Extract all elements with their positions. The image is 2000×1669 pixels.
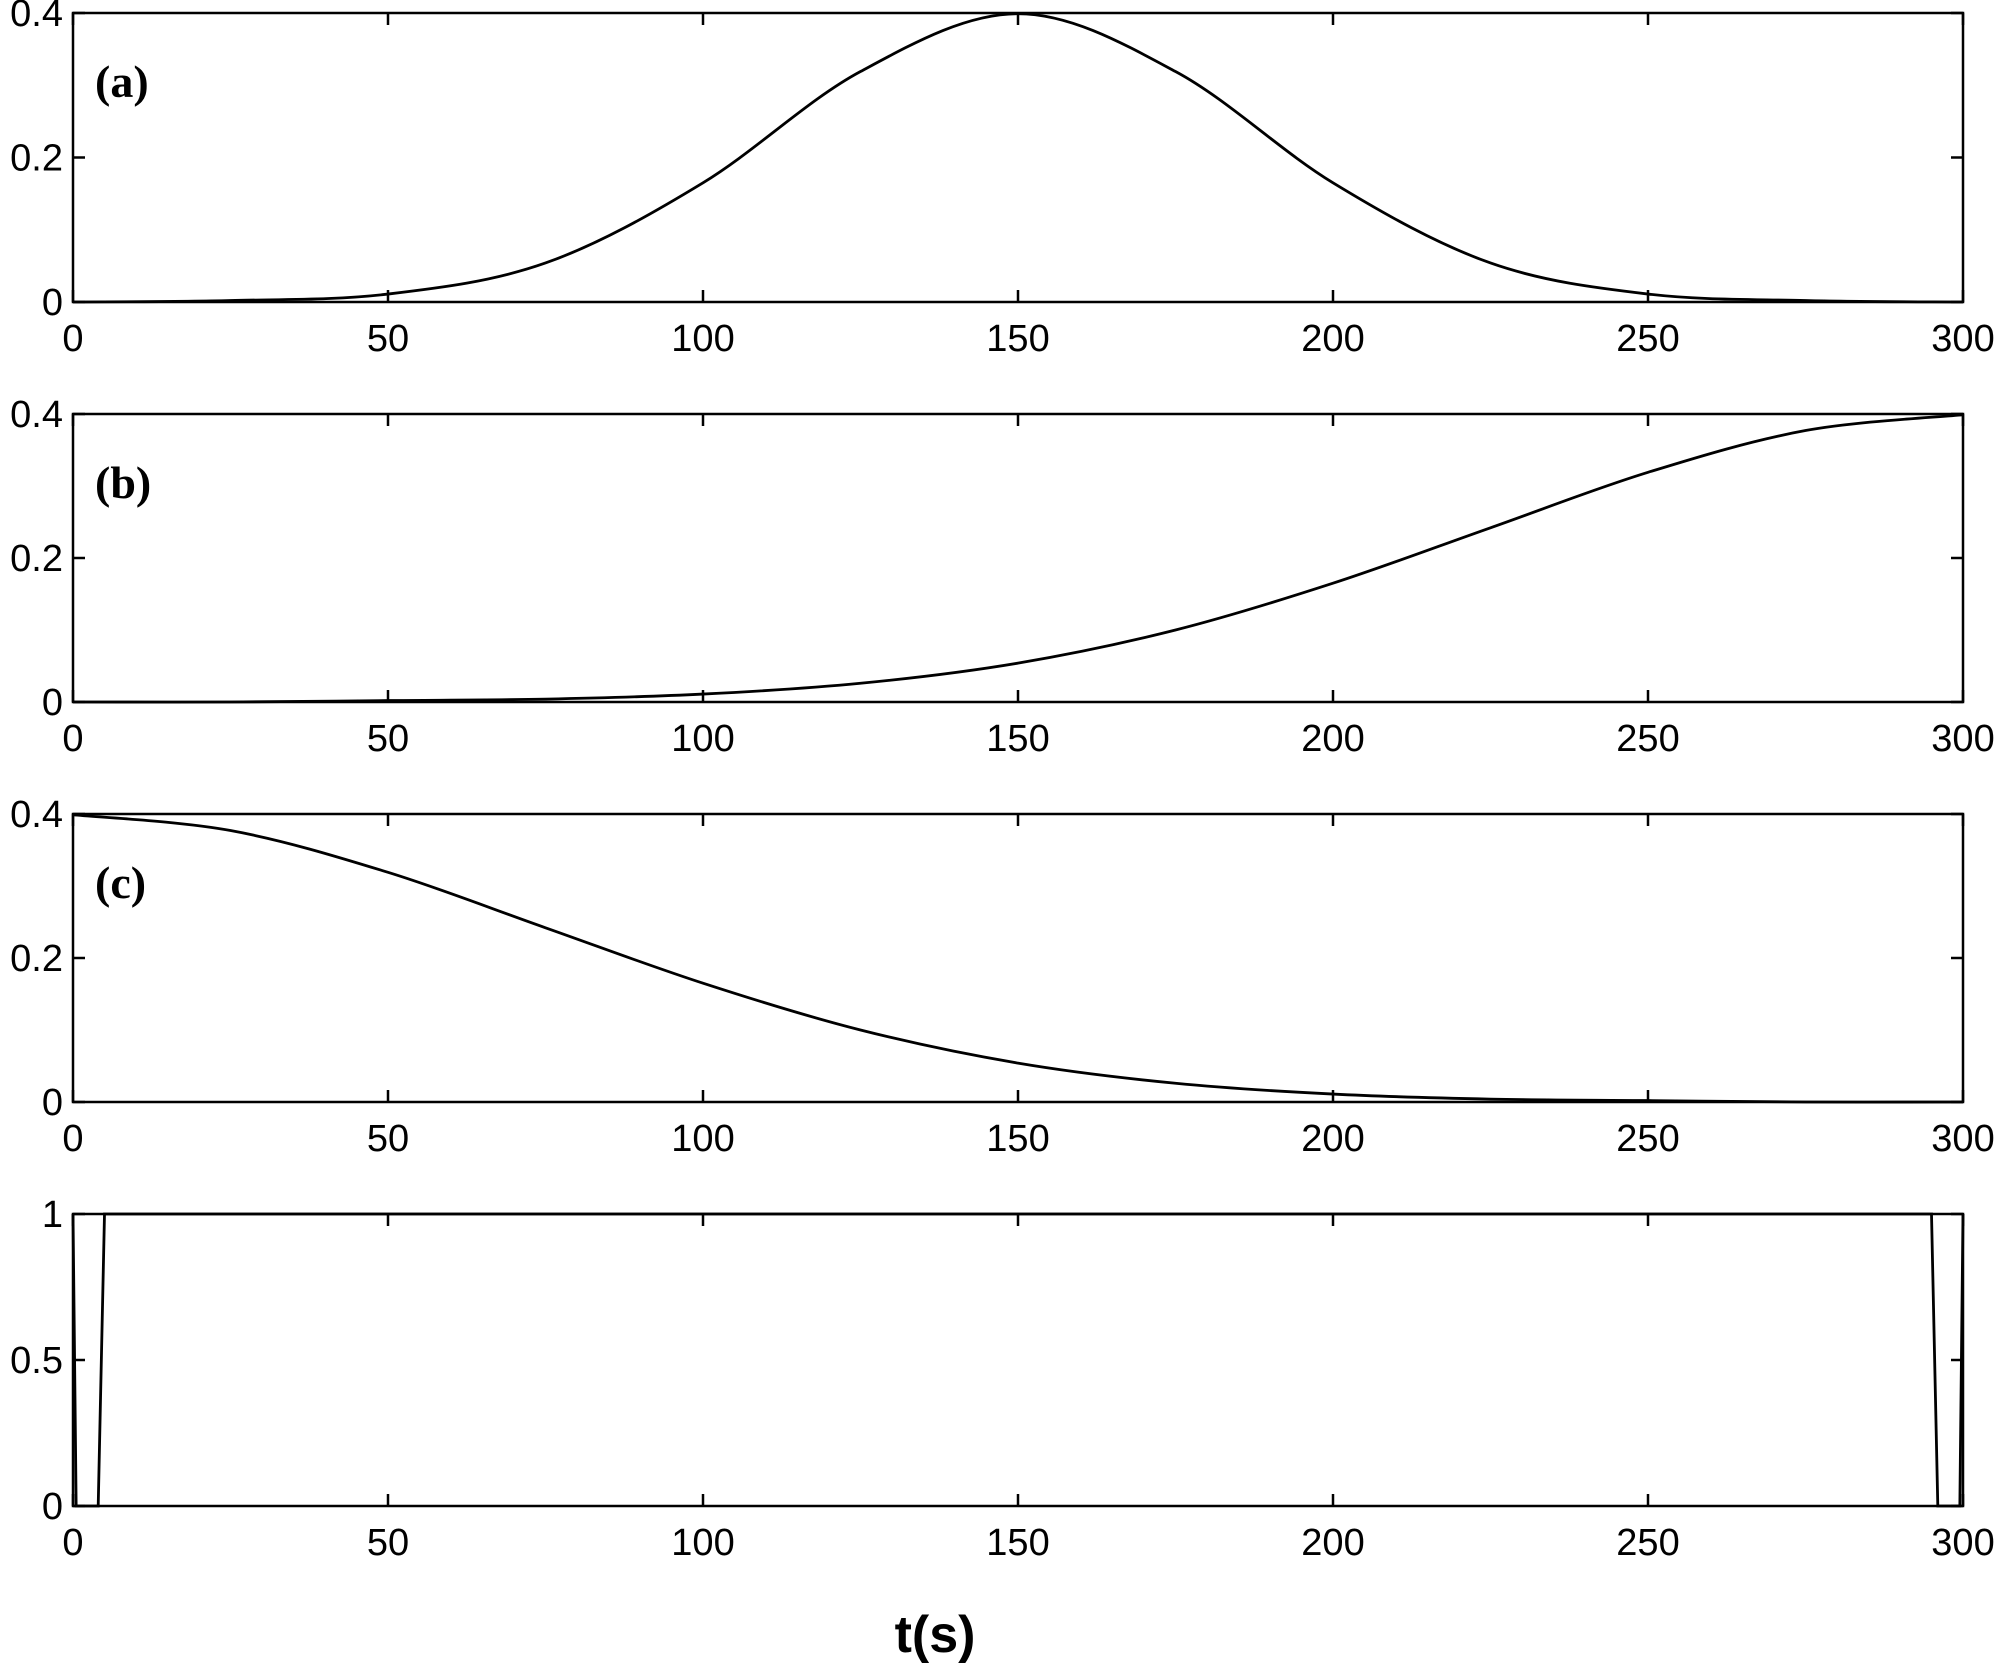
chart-panel-2: 0 50 100 150 200 250 300 0 0.2 0.4 (b) <box>10 394 1995 760</box>
x-tick-label: 150 <box>986 718 1049 760</box>
x-tick-label: 100 <box>671 718 734 760</box>
x-tick-label: 0 <box>62 1522 83 1564</box>
y-tick-label: 0 <box>42 1486 63 1528</box>
x-tick-label: 150 <box>986 1118 1049 1160</box>
x-tick-label: 200 <box>1301 1522 1364 1564</box>
plot-frame <box>71 812 1965 1104</box>
x-tick-label: 200 <box>1301 718 1364 760</box>
x-tick-label: 0 <box>62 318 83 360</box>
x-tick-label: 50 <box>367 718 409 760</box>
series-line <box>72 12 1964 304</box>
y-tick-label: 0.4 <box>10 0 63 35</box>
x-tick-label: 300 <box>1931 718 1994 760</box>
y-tick-label: 0.5 <box>10 1340 63 1382</box>
chart-panel-1: 0 50 100 150 200 250 300 0 0.2 0.4 (a) <box>10 0 1995 360</box>
x-tick-label: 50 <box>367 318 409 360</box>
y-tick-label: 1 <box>42 1194 63 1236</box>
x-tick-label: 0 <box>62 718 83 760</box>
x-tick-label: 100 <box>671 318 734 360</box>
y-tick-label: 0.4 <box>10 394 63 436</box>
chart-panel-4: 0 50 100 150 200 250 300 0 0.5 1 <box>10 1194 1995 1564</box>
plot-frame <box>71 412 1965 704</box>
plot-frame <box>71 1212 1965 1508</box>
x-tick-label: 50 <box>367 1522 409 1564</box>
x-tick-label: 0 <box>62 1118 83 1160</box>
y-tick-label: 0.2 <box>10 538 63 580</box>
x-tick-label: 300 <box>1931 318 1994 360</box>
x-tick-label: 200 <box>1301 1118 1364 1160</box>
x-tick-label: 200 <box>1301 318 1364 360</box>
series-line <box>72 813 1964 1104</box>
y-tick-label: 0.4 <box>10 794 63 836</box>
panel-label: (a) <box>95 56 149 107</box>
x-tick-label: 300 <box>1931 1522 1994 1564</box>
panel-label: (b) <box>95 457 151 508</box>
y-tick-label: 0 <box>42 282 63 324</box>
x-tick-label: 250 <box>1616 1522 1679 1564</box>
x-tick-label: 250 <box>1616 718 1679 760</box>
x-axis-label: t(s) <box>895 1606 976 1664</box>
series-line <box>72 413 1964 704</box>
x-tick-label: 100 <box>671 1522 734 1564</box>
x-tick-label: 150 <box>986 318 1049 360</box>
y-tick-label: 0.2 <box>10 938 63 980</box>
x-tick-label: 100 <box>671 1118 734 1160</box>
chart-panel-3: 0 50 100 150 200 250 300 0 0.2 0.4 (c) <box>10 794 1995 1160</box>
series-line <box>71 1212 1965 1508</box>
panel-label: (c) <box>95 857 146 908</box>
y-tick-label: 0.2 <box>10 138 63 180</box>
x-tick-label: 50 <box>367 1118 409 1160</box>
y-tick-label: 0 <box>42 1082 63 1124</box>
y-tick-label: 0 <box>42 682 63 724</box>
x-tick-label: 250 <box>1616 1118 1679 1160</box>
plot-frame <box>71 11 1965 304</box>
x-tick-label: 150 <box>986 1522 1049 1564</box>
x-tick-label: 300 <box>1931 1118 1994 1160</box>
x-tick-label: 250 <box>1616 318 1679 360</box>
